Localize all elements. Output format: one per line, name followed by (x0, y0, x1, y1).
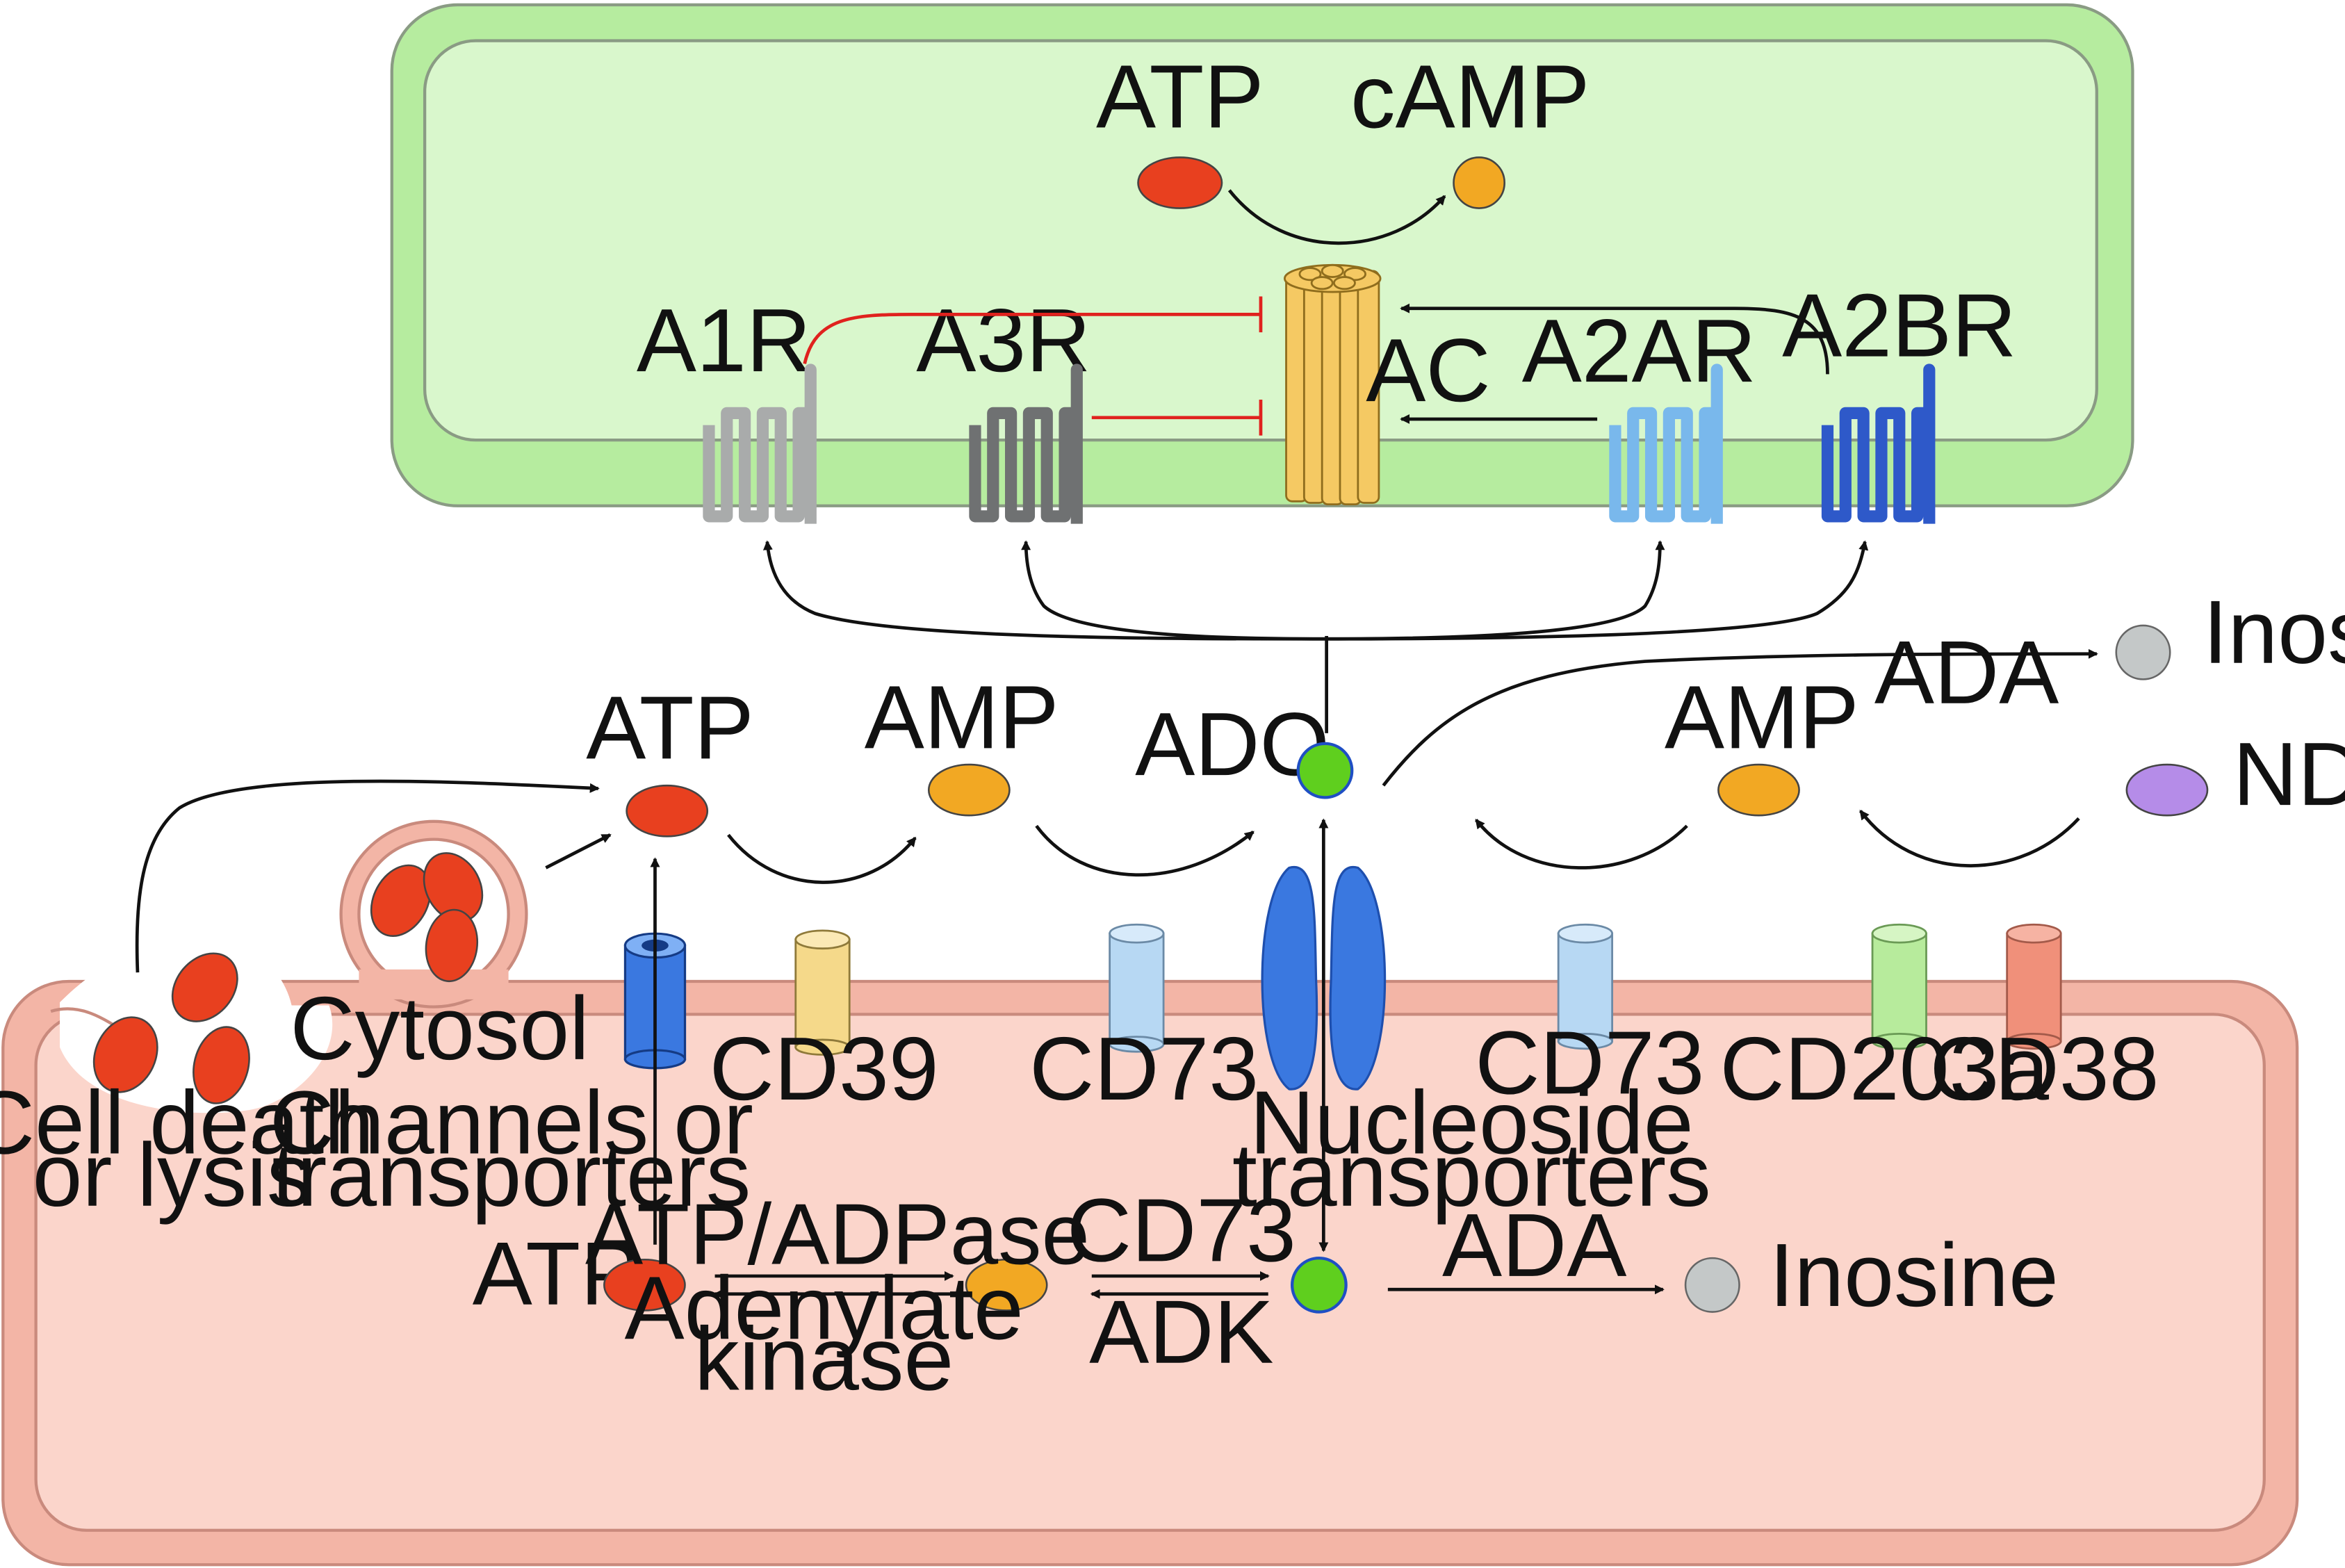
atp-extracellular-molecule (626, 784, 709, 838)
adenylate-cyclase (1283, 263, 1382, 506)
ado-to-receptors-arrows (762, 540, 1869, 733)
cd203a-enzyme (1871, 923, 1927, 1050)
cell-death-label-2: or lysis (33, 1125, 312, 1225)
camp-molecule (1453, 156, 1505, 209)
extracellular-conversion-arrows (135, 648, 2098, 973)
cd73-enzyme-left (1109, 923, 1165, 1053)
atp-intracellular-molecule (603, 1258, 686, 1312)
a2br-activates-ac-arrow (1400, 303, 1829, 375)
cd38-enzyme (2006, 923, 2062, 1050)
releasing-cell (1, 939, 2299, 1567)
inosine-intracellular-molecule (1684, 1257, 1740, 1313)
nda-molecule (2125, 763, 2209, 817)
inosine-extracellular-label: Inosine (2203, 582, 2345, 683)
adenylate-kinase-label-2: kinase (694, 1309, 954, 1409)
nucleoside-transporter (1261, 865, 1387, 1091)
cytosol-label: Cytosol (290, 979, 589, 1079)
camp-label: cAMP (1350, 47, 1590, 147)
ado-label: ADO (1135, 694, 1330, 794)
cd73-right-label: CD73 (1475, 1013, 1704, 1113)
adk-label: ADK (1089, 1282, 1273, 1382)
ac-label: AC (1366, 320, 1490, 420)
nda-label: NDA+ (2233, 724, 2345, 824)
a1r-inhibits-ac (803, 296, 1263, 364)
channels-label-1: Channels or (270, 1072, 753, 1173)
channels-label-2: transporters (272, 1125, 751, 1225)
ado-intracellular-molecule (1290, 1256, 1348, 1314)
cd39-enzyme (794, 929, 851, 1056)
cd38-label: CD38 (1929, 1019, 2159, 1119)
atp-top-label: ATP (1096, 47, 1264, 147)
a3r-inhibits-ac (1091, 399, 1263, 436)
receiving-cell (390, 3, 2134, 507)
cell-death-atp (92, 952, 250, 1104)
nucleoside-label-2: transporters (1232, 1125, 1711, 1225)
inosine-extracellular-molecule (2115, 624, 2171, 680)
ada-extracellular-label: ADA (1874, 623, 2059, 723)
cd39-label: CD39 (710, 1019, 939, 1119)
cd73-intracellular-label: CD73 (1067, 1180, 1296, 1280)
ada-intracellular-label: ADA (1442, 1195, 1626, 1296)
a3r-label: A3R (916, 291, 1090, 391)
intracellular-arrows (713, 1271, 1665, 1299)
amp-right-molecule (1717, 763, 1800, 817)
a2br-label: A2BR (1782, 276, 2016, 376)
cell-death-label-1: Cell death (0, 1072, 374, 1173)
amp-intracellular-molecule (965, 1258, 1048, 1312)
atp-top-molecule (1137, 156, 1223, 209)
nucleoside-label-1: Nucleoside (1250, 1072, 1694, 1173)
amp-extracellular-molecule (927, 763, 1011, 817)
ado-molecule (1296, 742, 1354, 799)
a1r-label: A1R (637, 291, 811, 391)
vesicle (339, 819, 528, 1008)
a1r-receptor (703, 364, 817, 524)
a2br-receptor (1821, 364, 1936, 524)
inosine-intracellular-label: Inosine (1770, 1225, 2059, 1325)
a2ar-receptor (1609, 364, 1723, 524)
adenylate-kinase-label-1: Adenylate (625, 1258, 1024, 1358)
amp-right-label: AMP (1665, 667, 1859, 767)
cd73-enzyme-right (1557, 923, 1614, 1050)
cd73-left-label: CD73 (1029, 1019, 1259, 1119)
a3r-receptor (969, 364, 1083, 524)
atp-to-camp-arrow (1227, 189, 1446, 245)
atp-extracellular-label: ATP (586, 678, 753, 778)
amp-extracellular-label: AMP (865, 667, 1059, 767)
atp-adpase-label: ATP/ADPase (585, 1186, 1090, 1283)
cd203a-label: CD203a (1719, 1019, 2049, 1119)
